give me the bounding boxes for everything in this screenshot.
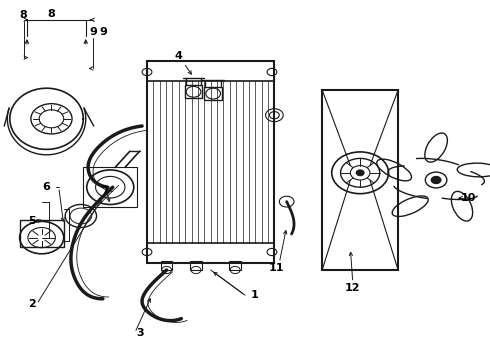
Text: 3: 3 bbox=[136, 328, 144, 338]
Text: 6: 6 bbox=[43, 182, 50, 192]
Text: 5: 5 bbox=[28, 216, 36, 226]
Bar bbox=[190, 261, 202, 270]
Bar bbox=[229, 261, 241, 270]
Text: 12: 12 bbox=[345, 283, 361, 293]
Text: 10: 10 bbox=[460, 193, 476, 203]
Text: 7: 7 bbox=[101, 186, 109, 196]
Bar bbox=[322, 90, 398, 270]
Text: 11: 11 bbox=[269, 263, 285, 273]
Bar bbox=[204, 87, 222, 100]
Text: 9: 9 bbox=[99, 27, 107, 37]
Text: 9: 9 bbox=[89, 27, 97, 37]
Circle shape bbox=[431, 176, 441, 184]
Circle shape bbox=[356, 170, 364, 176]
Text: 4: 4 bbox=[175, 51, 183, 61]
Text: 8: 8 bbox=[48, 9, 55, 19]
Bar bbox=[161, 261, 172, 270]
Bar bbox=[20, 220, 64, 247]
Text: 8: 8 bbox=[20, 10, 27, 20]
Text: 1: 1 bbox=[251, 290, 259, 300]
Bar bbox=[147, 61, 274, 263]
Bar bbox=[83, 167, 137, 207]
Text: 2: 2 bbox=[28, 299, 36, 309]
Bar bbox=[185, 85, 202, 98]
